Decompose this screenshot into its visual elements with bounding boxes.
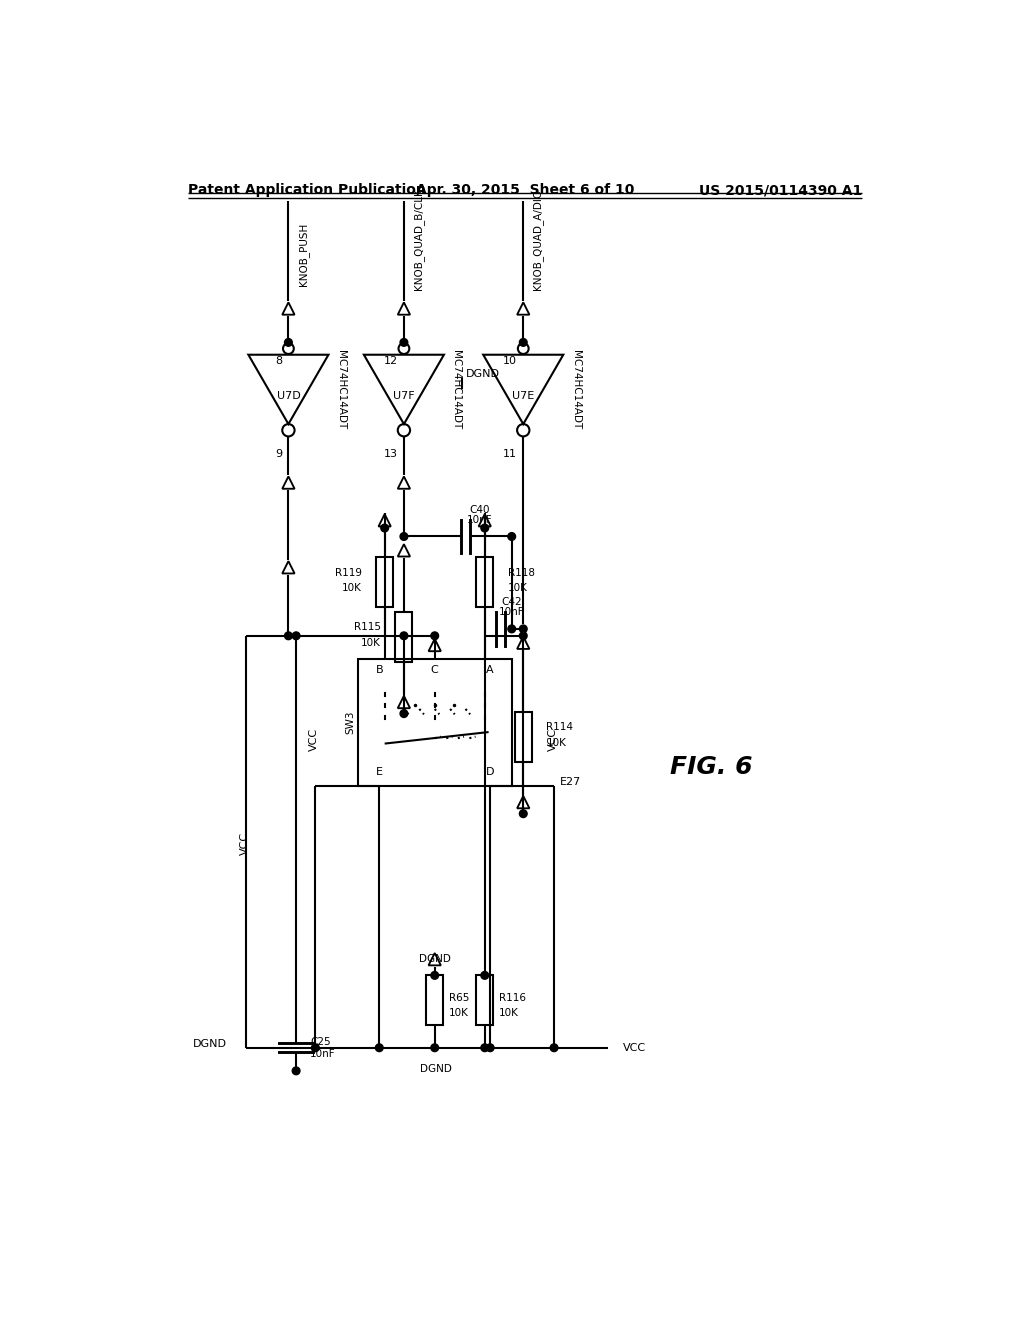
Circle shape bbox=[481, 524, 488, 532]
Circle shape bbox=[292, 1067, 300, 1074]
Bar bbox=[476, 975, 494, 1026]
Text: 8: 8 bbox=[275, 356, 283, 366]
Text: VCC: VCC bbox=[624, 1043, 646, 1053]
Circle shape bbox=[481, 972, 488, 979]
Text: 12: 12 bbox=[384, 356, 397, 366]
Text: SW3: SW3 bbox=[345, 710, 355, 734]
Text: VCC: VCC bbox=[240, 832, 250, 855]
Text: 10K: 10K bbox=[342, 583, 361, 593]
Text: US 2015/0114390 A1: US 2015/0114390 A1 bbox=[698, 183, 862, 197]
Text: R114: R114 bbox=[547, 722, 573, 733]
Circle shape bbox=[376, 1044, 383, 1052]
Text: C: C bbox=[431, 665, 438, 676]
Text: 10K: 10K bbox=[508, 583, 527, 593]
Text: KNOB_PUSH: KNOB_PUSH bbox=[298, 223, 308, 286]
Text: Apr. 30, 2015  Sheet 6 of 10: Apr. 30, 2015 Sheet 6 of 10 bbox=[416, 183, 634, 197]
Text: R65: R65 bbox=[449, 993, 469, 1003]
Text: R116: R116 bbox=[499, 993, 525, 1003]
Text: E: E bbox=[376, 767, 383, 777]
Text: DGND: DGND bbox=[420, 1064, 453, 1074]
Bar bbox=[395, 611, 413, 661]
Circle shape bbox=[550, 1044, 558, 1052]
Circle shape bbox=[519, 626, 527, 632]
Circle shape bbox=[285, 632, 292, 640]
Text: DGND: DGND bbox=[193, 1039, 226, 1049]
Circle shape bbox=[292, 632, 300, 640]
Circle shape bbox=[431, 632, 438, 640]
Bar bbox=[357, 659, 512, 785]
Text: 10K: 10K bbox=[360, 638, 381, 648]
Text: Patent Application Publication: Patent Application Publication bbox=[188, 183, 426, 197]
Text: 13: 13 bbox=[384, 449, 397, 459]
Text: E27: E27 bbox=[560, 777, 582, 787]
Text: U7F: U7F bbox=[393, 391, 415, 400]
Text: 10nF: 10nF bbox=[310, 1049, 336, 1059]
Text: B: B bbox=[376, 665, 383, 676]
Circle shape bbox=[431, 972, 438, 979]
Text: 10nF: 10nF bbox=[499, 607, 524, 616]
Circle shape bbox=[285, 338, 292, 346]
Text: DGND: DGND bbox=[419, 954, 451, 964]
Text: A: A bbox=[486, 665, 494, 676]
Text: 10K: 10K bbox=[499, 1008, 518, 1018]
Text: KNOB_QUAD_B/CLK: KNOB_QUAD_B/CLK bbox=[413, 189, 424, 290]
Text: C42: C42 bbox=[502, 597, 522, 607]
Bar bbox=[515, 711, 531, 762]
Text: 11: 11 bbox=[503, 449, 517, 459]
Circle shape bbox=[400, 338, 408, 346]
Circle shape bbox=[508, 533, 515, 540]
Circle shape bbox=[508, 626, 515, 632]
Text: MC74HC14ADT: MC74HC14ADT bbox=[570, 350, 581, 429]
Circle shape bbox=[431, 1044, 438, 1052]
Text: KNOB_QUAD_A/DIO: KNOB_QUAD_A/DIO bbox=[532, 189, 544, 290]
Circle shape bbox=[381, 524, 388, 532]
Text: C40: C40 bbox=[469, 504, 489, 515]
Circle shape bbox=[481, 1044, 488, 1052]
Circle shape bbox=[400, 632, 408, 640]
Text: R119: R119 bbox=[335, 568, 361, 578]
Text: U7E: U7E bbox=[512, 391, 535, 400]
Text: VCC: VCC bbox=[309, 729, 318, 751]
Text: C25: C25 bbox=[310, 1036, 331, 1047]
Text: MC74HC14ADT: MC74HC14ADT bbox=[452, 350, 461, 429]
Text: D: D bbox=[486, 767, 495, 777]
Circle shape bbox=[519, 632, 527, 640]
Text: 10K: 10K bbox=[449, 1008, 468, 1018]
Text: U7D: U7D bbox=[276, 391, 300, 400]
Text: R118: R118 bbox=[508, 568, 535, 578]
Bar bbox=[426, 975, 443, 1026]
Circle shape bbox=[519, 338, 527, 346]
Bar bbox=[476, 557, 494, 607]
Text: 9: 9 bbox=[275, 449, 283, 459]
Text: R115: R115 bbox=[354, 622, 381, 632]
Circle shape bbox=[400, 710, 408, 718]
Circle shape bbox=[519, 810, 527, 817]
Circle shape bbox=[400, 533, 408, 540]
Text: DGND: DGND bbox=[466, 370, 500, 379]
Text: MC74HC14ADT: MC74HC14ADT bbox=[336, 350, 346, 429]
Bar bbox=[376, 557, 393, 607]
Text: VCC: VCC bbox=[548, 729, 557, 751]
Text: 10: 10 bbox=[503, 356, 517, 366]
Circle shape bbox=[311, 1044, 319, 1052]
Text: 10K: 10K bbox=[547, 738, 566, 748]
Circle shape bbox=[486, 1044, 494, 1052]
Text: 10nF: 10nF bbox=[467, 515, 493, 524]
Text: FIG. 6: FIG. 6 bbox=[670, 755, 752, 779]
